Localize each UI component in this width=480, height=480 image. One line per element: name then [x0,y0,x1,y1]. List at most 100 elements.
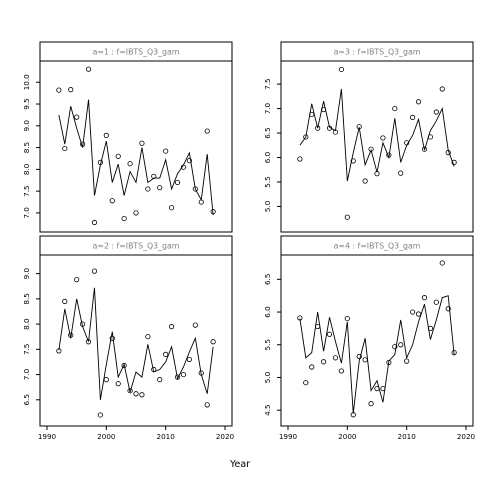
data-point [169,205,175,211]
data-point [174,179,181,186]
data-point [145,186,151,192]
x-tick-label: 2020 [216,432,235,441]
panel-frame [280,41,474,233]
data-point [80,141,86,147]
data-point [326,331,333,337]
data-point [409,309,416,315]
data-point [303,134,309,140]
data-point [297,315,303,321]
y-tick-label: 7.0 [22,207,31,219]
data-point [97,412,104,418]
data-point [433,299,439,305]
y-tick-label: 8.0 [22,163,31,175]
data-point [74,277,80,283]
data-point [386,152,392,158]
y-tick-label: 9.5 [22,98,31,109]
data-point [192,322,198,328]
y-tick-label: 5.0 [263,371,272,383]
data-point [169,324,175,330]
data-point [427,325,433,331]
data-point [85,66,92,72]
data-point [356,124,362,130]
data-point [62,145,68,152]
data-point [80,321,86,327]
y-tick-label: 6.0 [263,306,272,318]
data-point [115,381,121,387]
data-point [186,356,192,363]
data-point [210,339,216,345]
y-tick-label: 5.5 [263,176,272,187]
data-point [174,374,181,380]
data-point [362,357,368,363]
data-point [439,86,445,92]
y-tick-label: 5.5 [263,339,272,350]
data-point [338,368,344,374]
data-point [398,170,404,176]
panel-strip-label: a=2 : f=IBTS_Q3_gam [93,242,180,251]
data-point [451,159,457,165]
data-point [320,359,327,365]
y-tick-label: 7.0 [263,102,272,114]
data-point [320,106,327,113]
data-point [139,140,145,146]
y-tick-label: 4.5 [263,404,272,415]
data-point [451,349,457,356]
x-tick-label: 2000 [97,432,116,441]
fit-line [58,287,214,400]
data-point [368,146,374,152]
data-point [127,388,133,394]
data-point [145,334,151,340]
data-point [133,391,139,397]
data-point [338,66,344,73]
data-point [332,129,339,135]
data-point [439,260,445,266]
data-point [415,311,422,317]
data-point [163,148,169,154]
data-point [139,392,145,398]
data-point [74,114,80,120]
data-point [404,140,410,146]
y-tick-label: 8.5 [22,293,31,304]
data-point [210,209,216,215]
data-point [315,125,321,131]
data-point [85,339,92,345]
data-point [62,298,68,304]
x-tick-label: 2020 [457,432,476,441]
data-point [374,171,380,177]
data-point [409,114,416,120]
data-point [415,99,422,105]
data-point [186,158,192,164]
y-tick-label: 6.5 [263,127,272,138]
panel-4: a=4 : f=IBTS_Q3_gam 4.5 5.0 5.5 6.0 6.5 1990 20… [263,235,476,441]
data-point [68,87,74,93]
data-point [56,348,62,354]
x-tick-label: 2000 [338,432,357,441]
y-tick-label: 7.5 [22,185,31,196]
y-tick-label: 7.0 [22,368,31,380]
data-point [309,364,315,370]
x-tick-label: 2010 [398,432,417,441]
data-point [356,353,362,360]
x-axis-label: Year [229,459,250,470]
panel-strip-label: a=4 : f=IBTS_Q3_gam [334,242,421,251]
data-point [362,178,368,184]
data-point [386,359,392,366]
data-point [297,156,303,162]
data-point [445,150,451,156]
data-point [103,132,109,138]
y-tick-label: 6.0 [263,151,272,163]
y-tick-label: 7.5 [263,78,272,89]
data-point [368,401,374,407]
panel-frame [39,41,233,233]
data-point [427,134,433,140]
data-point [192,186,198,192]
x-tick-label: 2010 [157,432,176,441]
data-point [97,159,104,165]
x-tick-label: 1990 [38,432,57,441]
panel-frame [280,235,474,427]
y-tick-label: 10.0 [22,74,31,90]
data-point [133,210,139,216]
data-point [421,295,428,301]
panel-1: a=1 : f=IBTS_Q3_gam 7.0 7.5 8.0 8.5 9.0 9.5 10.… [22,41,233,233]
